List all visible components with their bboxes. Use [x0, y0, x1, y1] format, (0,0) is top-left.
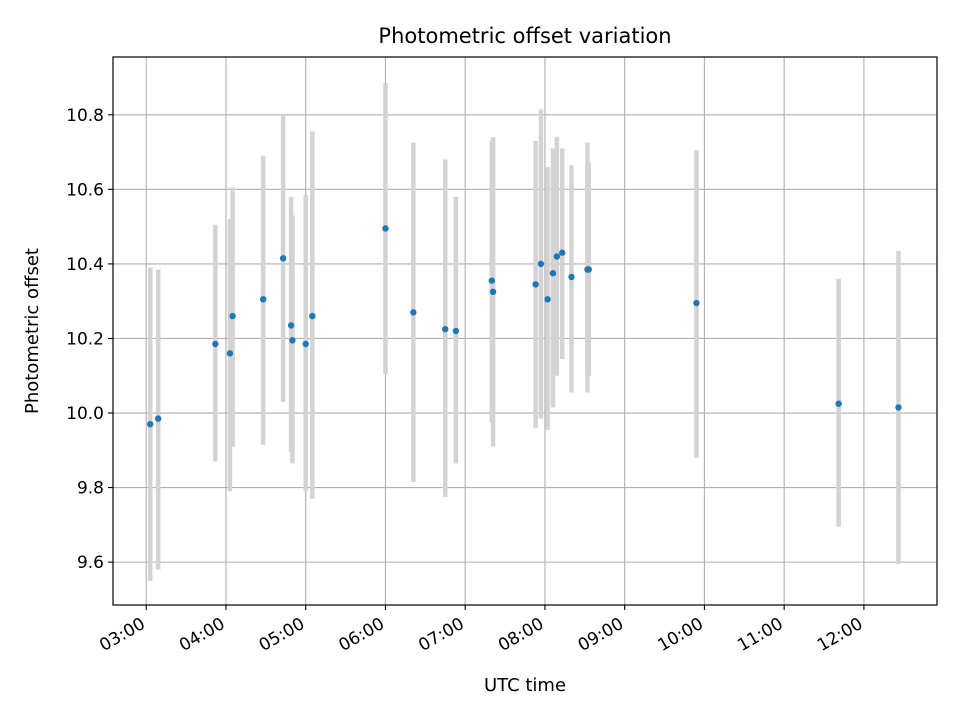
data-point — [226, 350, 234, 357]
y-tick-label: 9.6 — [77, 553, 104, 573]
plot-frame — [112, 56, 938, 606]
data-point — [212, 340, 219, 348]
chart-title: Photometric offset variation — [378, 24, 671, 48]
data-point — [532, 281, 539, 288]
grid — [113, 57, 937, 605]
data-point — [693, 299, 700, 307]
data-point — [553, 253, 561, 260]
data-point — [259, 296, 267, 303]
y-tick-label: 10.6 — [66, 180, 104, 200]
data-point — [895, 404, 902, 411]
y-tick-label: 10.2 — [66, 329, 104, 349]
data-point — [302, 340, 309, 348]
data-point — [489, 288, 497, 296]
y-tick-label: 10.4 — [66, 255, 104, 275]
data-point — [835, 400, 842, 407]
y-axis-ticks: 9.6 9.8 10.0 10.2 10.4 10.6 10.8 — [66, 106, 113, 573]
y-tick-label: 10.8 — [66, 106, 104, 126]
data-point — [559, 249, 566, 256]
data-point — [585, 266, 592, 273]
data-point — [549, 270, 557, 277]
data-point — [544, 296, 551, 303]
data-point — [382, 225, 389, 232]
data-point — [537, 260, 545, 268]
x-axis-label: UTC time — [484, 675, 566, 696]
data-point — [229, 312, 236, 320]
data-point — [410, 309, 417, 316]
data-point — [568, 273, 575, 281]
data-points — [147, 225, 902, 428]
data-point — [452, 327, 460, 335]
data-point — [287, 322, 295, 329]
data-point — [442, 325, 449, 333]
y-tick-label: 9.8 — [77, 479, 104, 499]
data-point — [279, 255, 287, 262]
data-point — [488, 277, 495, 284]
data-point — [154, 415, 162, 422]
y-tick-label: 10.0 — [66, 404, 104, 424]
data-point — [289, 337, 296, 344]
data-point — [147, 420, 154, 428]
y-axis-label: Photometric offset — [22, 248, 43, 414]
data-point — [309, 312, 316, 320]
